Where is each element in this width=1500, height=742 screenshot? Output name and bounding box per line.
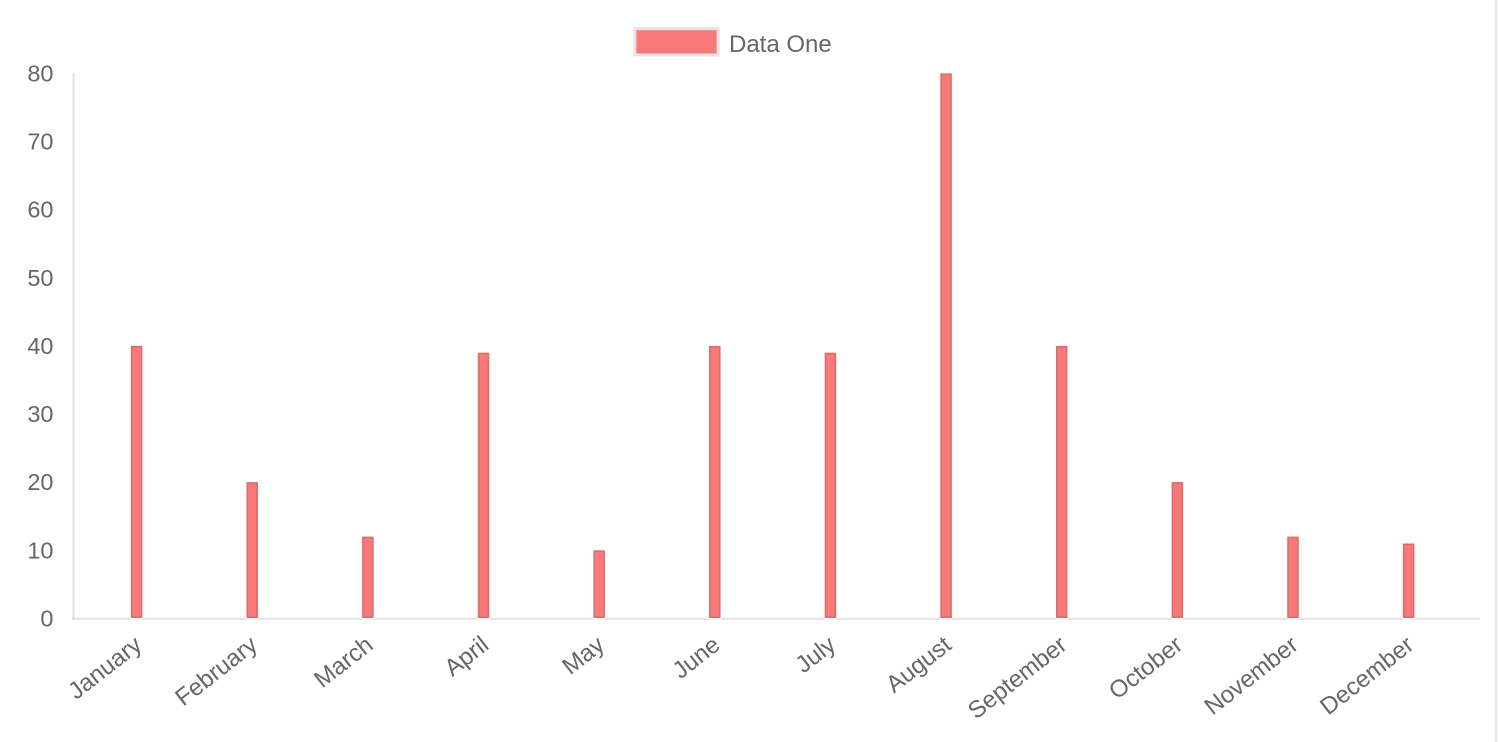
svg-text:Data One: Data One <box>729 31 832 58</box>
svg-text:80: 80 <box>27 61 53 87</box>
svg-text:50: 50 <box>27 265 53 291</box>
svg-text:60: 60 <box>27 197 53 223</box>
svg-text:0: 0 <box>40 605 53 631</box>
svg-text:20: 20 <box>27 469 53 495</box>
svg-text:40: 40 <box>27 333 53 359</box>
svg-text:70: 70 <box>27 129 53 155</box>
svg-text:10: 10 <box>27 537 53 563</box>
svg-text:30: 30 <box>27 401 53 427</box>
